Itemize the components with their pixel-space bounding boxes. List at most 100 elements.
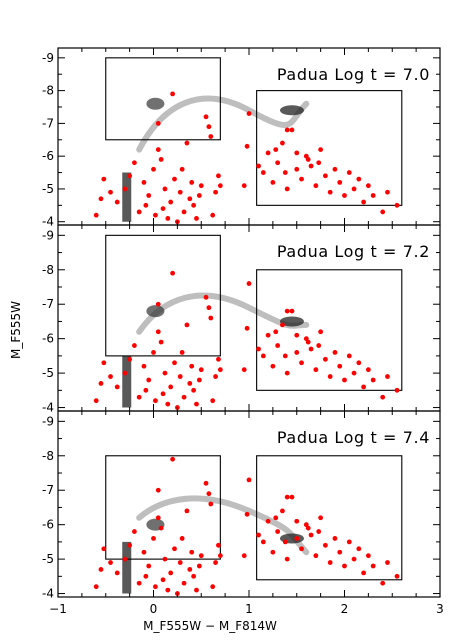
- star-point: [385, 560, 390, 565]
- star-point: [342, 193, 347, 198]
- star-point: [256, 163, 261, 169]
- star-point: [172, 360, 177, 366]
- star-point: [323, 542, 328, 548]
- star-point: [172, 176, 177, 182]
- star-point: [98, 381, 104, 386]
- star-point: [337, 363, 343, 369]
- star-point: [132, 529, 137, 534]
- star-point: [313, 183, 319, 189]
- star-point: [203, 114, 209, 120]
- y-tick-label: -9: [42, 228, 54, 242]
- star-point: [241, 183, 247, 189]
- star-point: [114, 384, 120, 390]
- star-point: [244, 143, 250, 149]
- star-point: [370, 193, 376, 198]
- star-point: [187, 567, 193, 572]
- star-point: [332, 536, 338, 541]
- y-tick-label: -5: [42, 552, 54, 566]
- star-point: [294, 166, 300, 172]
- star-point: [316, 529, 322, 534]
- star-point: [323, 173, 328, 179]
- star-point: [160, 577, 166, 583]
- star-point: [351, 556, 357, 562]
- star-point: [346, 170, 352, 175]
- star-point: [294, 150, 300, 156]
- star-point: [361, 570, 366, 576]
- star-point: [143, 202, 149, 208]
- star-point: [122, 556, 128, 562]
- star-point: [177, 374, 183, 379]
- star-point: [127, 173, 133, 179]
- star-point: [189, 363, 195, 369]
- star-point: [342, 377, 347, 383]
- y-tick-label: -7: [42, 483, 54, 497]
- star-point: [313, 553, 319, 559]
- star-point: [170, 456, 176, 462]
- x-axis-label: M_F555W − M_F814W: [143, 619, 277, 633]
- star-point: [394, 573, 400, 579]
- star-point: [153, 212, 158, 218]
- star-point: [184, 140, 190, 146]
- turnoff-clump: [146, 305, 165, 318]
- star-point: [318, 329, 324, 335]
- star-point: [158, 157, 164, 162]
- star-point: [194, 587, 199, 593]
- y-tick-label: -5: [42, 182, 54, 196]
- star-point: [196, 563, 202, 569]
- panel-1: -9 -8 -7 -6 -5 -4 Padua Log t = 7.0: [42, 47, 441, 229]
- star-point: [101, 546, 107, 552]
- star-point: [108, 374, 113, 379]
- star-point: [165, 401, 171, 407]
- star-point: [332, 350, 338, 355]
- x-axis: −1 0 1 2 3: [49, 602, 444, 616]
- star-point: [380, 580, 386, 586]
- star-point: [270, 179, 276, 185]
- star-point: [155, 487, 161, 493]
- star-point: [153, 398, 158, 404]
- star-point: [172, 546, 177, 552]
- star-point: [181, 209, 187, 215]
- star-point: [141, 363, 147, 369]
- star-point: [136, 209, 142, 215]
- star-point: [187, 381, 193, 386]
- x-tick-label: 3: [436, 602, 444, 616]
- star-point: [155, 120, 161, 126]
- star-point: [256, 346, 261, 352]
- star-point: [327, 374, 333, 379]
- star-point: [93, 584, 99, 590]
- star-point: [208, 134, 214, 139]
- star-point: [289, 127, 295, 133]
- y-tick-label: -8: [42, 84, 54, 98]
- star-point: [308, 163, 314, 169]
- giant-branch-band: [136, 95, 310, 153]
- y-tick-label: -5: [42, 366, 54, 380]
- star-point: [146, 377, 152, 383]
- star-point: [160, 391, 166, 397]
- star-point: [216, 542, 221, 548]
- star-point: [337, 549, 343, 555]
- star-point: [246, 281, 252, 286]
- y-tick-label: -8: [42, 449, 54, 463]
- star-point: [181, 394, 187, 400]
- star-point: [280, 508, 285, 514]
- star-point: [93, 398, 99, 404]
- star-point: [127, 356, 133, 362]
- star-point: [162, 186, 168, 192]
- star-point: [313, 367, 319, 373]
- star-point: [323, 356, 328, 362]
- star-point: [282, 353, 288, 359]
- star-point: [284, 370, 290, 376]
- y-tick-label: -7: [42, 297, 54, 311]
- star-point: [158, 339, 164, 345]
- star-point: [184, 322, 190, 328]
- x-tick-label: 2: [341, 602, 349, 616]
- star-point: [394, 202, 400, 208]
- star-point: [260, 353, 266, 359]
- star-point: [260, 539, 266, 545]
- star-point: [241, 553, 247, 559]
- star-point: [206, 305, 212, 311]
- star-point: [351, 186, 357, 192]
- star-point: [356, 360, 362, 366]
- star-point: [305, 525, 311, 531]
